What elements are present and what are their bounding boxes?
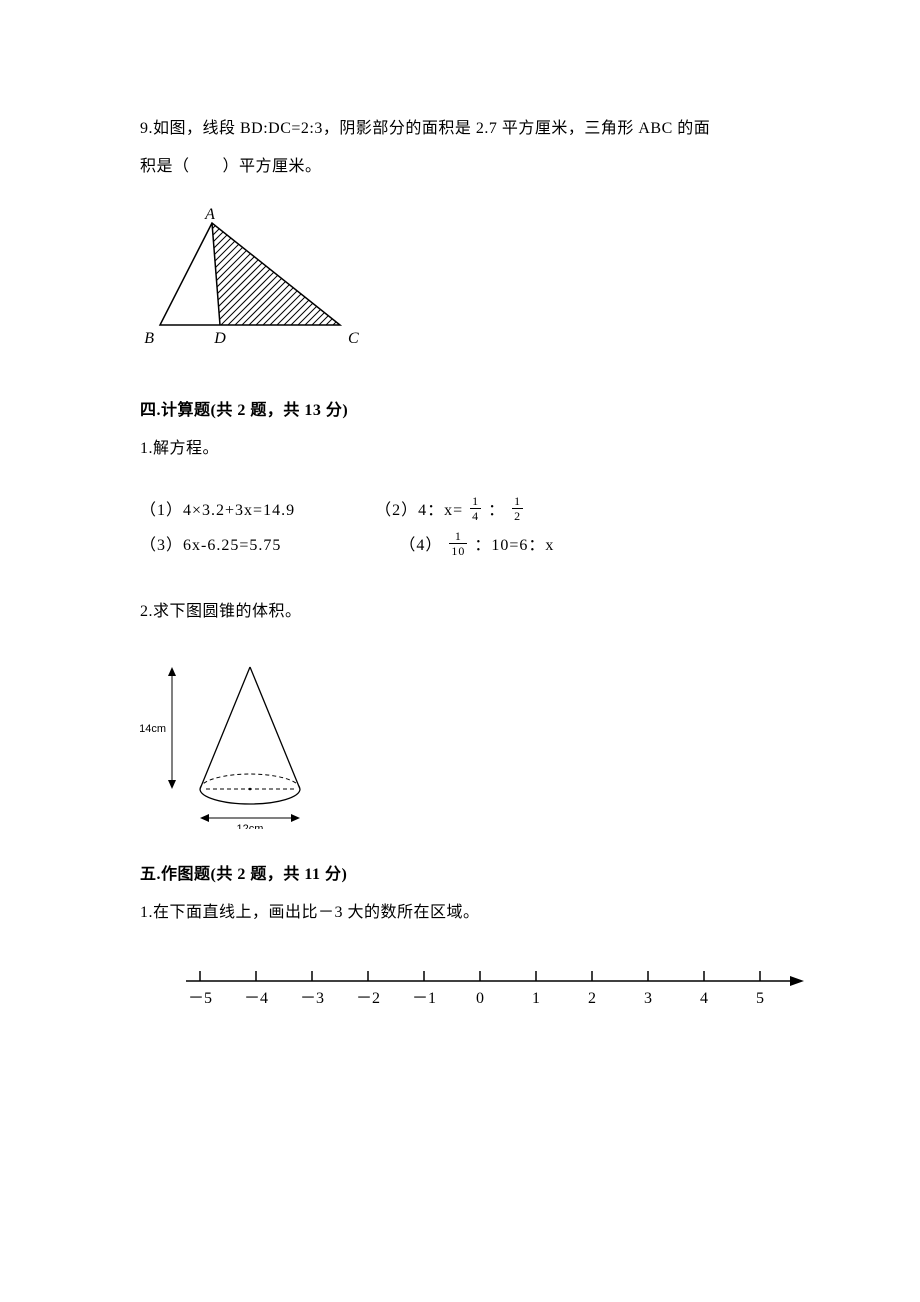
- svg-text:B: B: [144, 330, 154, 347]
- eq3: （3）6x-6.25=5.75: [140, 531, 281, 555]
- eq4-f1-den: 10: [449, 543, 467, 557]
- svg-text:－2: －2: [356, 990, 380, 1007]
- triangle-svg: A B D C: [140, 205, 370, 365]
- eq2-f2-num: 1: [512, 495, 523, 508]
- cone-svg: 14cm 12cm: [140, 649, 340, 829]
- svg-text:2: 2: [588, 990, 596, 1007]
- svg-text:3: 3: [644, 990, 652, 1007]
- svg-text:4: 4: [700, 990, 708, 1007]
- q9-figure: A B D C: [140, 205, 790, 370]
- sec4-q1-title: 1.解方程。: [140, 430, 790, 468]
- svg-text:A: A: [204, 206, 215, 223]
- numberline-figure: －5 －4 －3 －2 －1 0 1 2 3 4 5: [160, 951, 790, 1026]
- eq4-pre: （4）: [399, 531, 442, 555]
- sec4-q2-title: 2.求下图圆锥的体积。: [140, 593, 790, 631]
- eq4-frac1: 1 10: [449, 530, 467, 557]
- svg-text:C: C: [348, 330, 359, 347]
- svg-text:－3: －3: [300, 990, 324, 1007]
- eq-row-1: （1）4×3.2+3x=14.9 （2）4：x= 1 4 ： 1 2: [140, 495, 790, 522]
- section5-heading: 五.作图题(共 2 题，共 11 分): [140, 856, 790, 894]
- svg-text:12cm: 12cm: [237, 823, 264, 829]
- svg-text:0: 0: [476, 990, 484, 1007]
- sec5-q1-title: 1.在下面直线上，画出比－3 大的数所在区域。: [140, 894, 790, 932]
- eq2-frac1: 1 4: [470, 495, 481, 522]
- eq2-mid: ：: [488, 496, 505, 520]
- svg-text:－1: －1: [412, 990, 436, 1007]
- eq2-f1-num: 1: [470, 495, 481, 508]
- numberline-svg: －5 －4 －3 －2 －1 0 1 2 3 4 5: [160, 951, 820, 1021]
- svg-text:D: D: [213, 330, 226, 347]
- cone-figure: 14cm 12cm: [140, 649, 790, 834]
- eq2-f2-den: 2: [512, 508, 523, 522]
- svg-text:14cm: 14cm: [140, 723, 166, 735]
- eq4-f1-num: 1: [453, 530, 464, 543]
- eq2-pre: （2）4：x=: [375, 496, 463, 520]
- eq1-text: （1）4×3.2+3x=14.9: [140, 496, 295, 520]
- section4-heading: 四.计算题(共 2 题，共 13 分): [140, 392, 790, 430]
- svg-text:－4: －4: [244, 990, 268, 1007]
- eq2-f1-den: 4: [470, 508, 481, 522]
- eq1: （1）4×3.2+3x=14.9: [140, 496, 295, 520]
- q9-line1: 9.如图，线段 BD:DC=2:3，阴影部分的面积是 2.7 平方厘米，三角形 …: [140, 110, 790, 148]
- eq4-mid: ：10=6：x: [474, 531, 554, 555]
- eq-row-2: （3）6x-6.25=5.75 （4） 1 10 ：10=6：x: [140, 530, 790, 557]
- eq2-frac2: 1 2: [512, 495, 523, 522]
- eq3-text: （3）6x-6.25=5.75: [140, 531, 281, 555]
- svg-text:－5: －5: [188, 990, 212, 1007]
- q9-line2: 积是（ ）平方厘米。: [140, 148, 790, 186]
- eq2: （2）4：x= 1 4 ： 1 2: [375, 495, 526, 522]
- eq4: （4） 1 10 ：10=6：x: [399, 530, 554, 557]
- svg-text:1: 1: [532, 990, 540, 1007]
- page: 9.如图，线段 BD:DC=2:3，阴影部分的面积是 2.7 平方厘米，三角形 …: [0, 0, 920, 1108]
- svg-text:5: 5: [756, 990, 764, 1007]
